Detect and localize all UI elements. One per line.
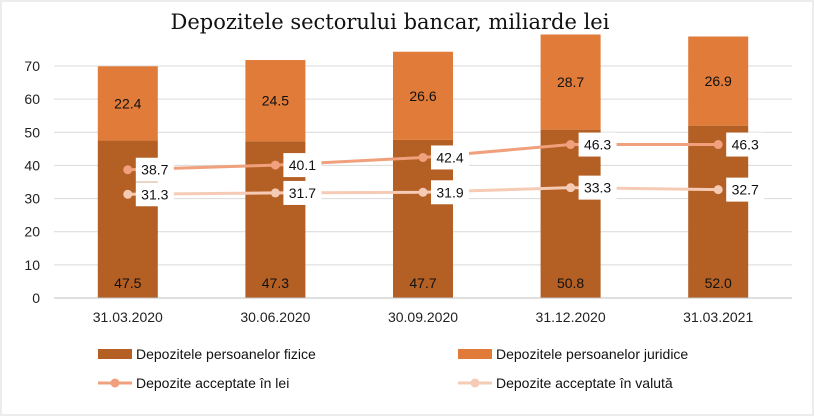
line-data-label: 40.1 <box>289 157 316 173</box>
line-marker <box>123 189 133 199</box>
bar-data-label: 26.9 <box>705 73 732 89</box>
y-tick-label: 40 <box>24 157 40 173</box>
legend-label: Depozite acceptate în lei <box>136 375 289 391</box>
line-data-label: 38.7 <box>141 162 168 178</box>
line-data-label-box <box>578 132 617 157</box>
x-tick-label: 31.12.2020 <box>536 309 606 325</box>
y-tick-label: 30 <box>24 191 40 207</box>
line-data-label: 31.7 <box>289 185 316 201</box>
line-data-label-box <box>726 177 765 202</box>
x-tick-label: 31.03.2020 <box>93 309 163 325</box>
line-marker <box>270 160 280 170</box>
bar-data-label: 28.7 <box>557 74 584 90</box>
line-data-label: 31.3 <box>141 186 168 202</box>
line-marker <box>713 185 723 195</box>
legend: Depozitele persoanelor fizice Depozitele … <box>98 346 688 391</box>
line-data-label-box <box>283 180 322 205</box>
line-data-label-box <box>135 157 174 182</box>
legend-label: Depozitele persoanelor juridice <box>496 346 688 362</box>
line-data-label-box <box>726 132 765 157</box>
y-tick-label: 70 <box>24 58 40 74</box>
line-data-label-box <box>283 153 322 178</box>
line-marker <box>713 140 723 150</box>
x-tick-label: 30.06.2020 <box>240 309 310 325</box>
y-tick-label: 20 <box>24 224 40 240</box>
bar-data-labels: 47.5 22.4 47.3 24.5 47.7 26.6 50.8 28.7 52.0 26.9 <box>114 73 732 291</box>
line-data-labels: 38.7 40.1 42.4 46.3 46.3 31.3 31.7 31.9 33.3 32.7 <box>135 132 765 207</box>
line-marker <box>270 188 280 198</box>
line-marker <box>418 187 428 197</box>
y-tick-label: 10 <box>24 257 40 273</box>
line-data-label-box <box>431 145 469 170</box>
line-data-label-box <box>431 180 469 205</box>
line-data-label: 31.9 <box>436 184 463 200</box>
line-data-label: 32.7 <box>732 182 759 198</box>
x-tick-label: 31.03.2021 <box>683 309 753 325</box>
bar-persoane-juridice <box>245 60 306 142</box>
legend-label: Depozitele persoanelor fizice <box>136 346 316 362</box>
bar-persoane-juridice <box>393 51 453 140</box>
legend-marker <box>470 378 480 388</box>
x-axis: 31.03.2020 30.06.2020 30.09.2020 31.12.2020… <box>54 297 792 325</box>
line-marker <box>123 165 133 175</box>
y-tick-label: 50 <box>24 124 40 140</box>
y-tick-label: 0 <box>32 290 40 306</box>
bar-data-label: 50.8 <box>557 275 584 291</box>
x-tick-label: 30.09.2020 <box>388 309 458 325</box>
bar-data-label: 47.3 <box>262 275 289 291</box>
legend-marker <box>110 378 120 388</box>
chart-title: Depozitele sectorului bancar, miliarde l… <box>171 10 610 34</box>
bar-persoane-juridice <box>688 36 749 126</box>
bar-data-label: 24.5 <box>262 93 289 109</box>
legend-label: Depozite acceptate în valută <box>496 375 673 391</box>
bar-persoane-juridice <box>97 66 158 141</box>
line-series <box>123 140 723 199</box>
line-data-label: 33.3 <box>584 180 611 196</box>
line-marker <box>566 183 576 193</box>
line-marker <box>566 140 576 150</box>
bar-data-label: 52.0 <box>705 275 732 291</box>
bar-data-label: 47.5 <box>114 275 141 291</box>
bar-persoane-fizice <box>540 129 601 298</box>
line-data-label: 46.3 <box>584 137 611 153</box>
y-axis: 0 10 20 30 40 50 60 70 <box>24 58 40 306</box>
line-data-label-box <box>135 182 174 207</box>
y-tick-label: 60 <box>24 91 40 107</box>
bar-data-label: 47.7 <box>409 275 436 291</box>
line-data-label-box <box>578 175 617 200</box>
line-marker <box>418 152 428 162</box>
bar-persoane-juridice <box>540 34 601 130</box>
line-data-label: 46.3 <box>732 137 759 153</box>
legend-swatch <box>458 349 492 359</box>
legend-swatch <box>98 349 132 359</box>
bar-data-label: 26.6 <box>409 88 436 104</box>
line-data-label: 42.4 <box>436 149 463 165</box>
bar-data-label: 22.4 <box>114 95 141 111</box>
